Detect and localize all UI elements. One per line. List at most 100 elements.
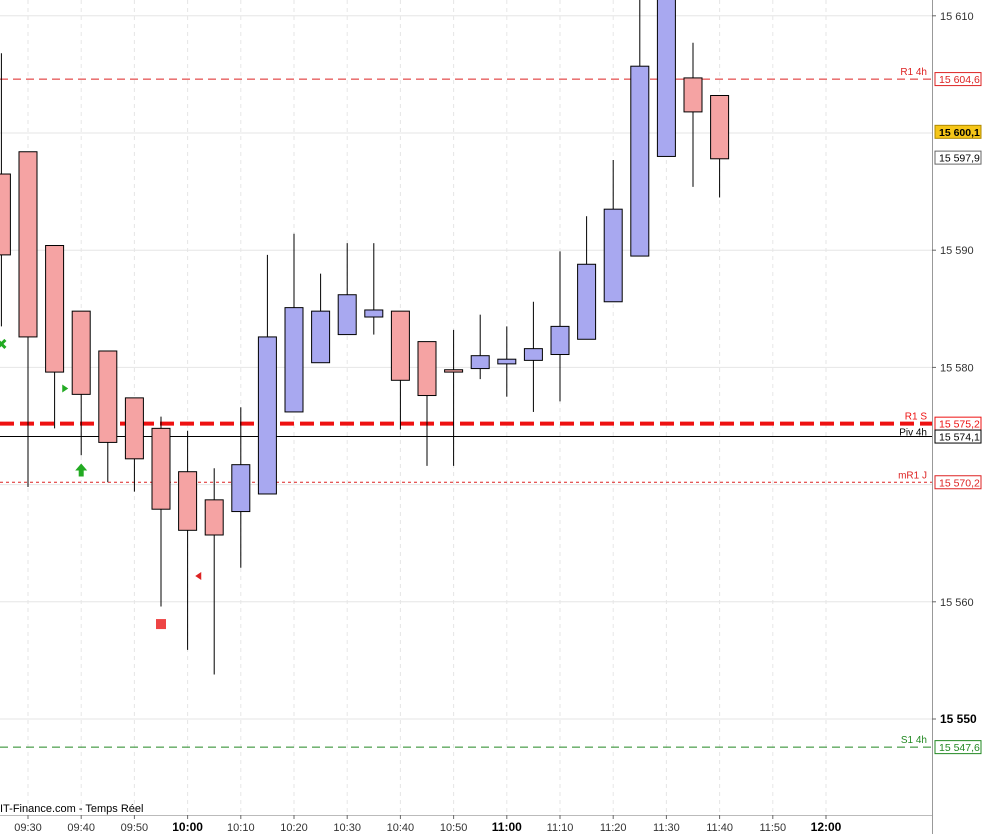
x-tick-label: 10:00 bbox=[172, 820, 203, 834]
signals bbox=[0, 338, 202, 630]
level-price-tag bbox=[934, 429, 982, 444]
candle-body-bear bbox=[178, 471, 198, 531]
candle bbox=[178, 430, 198, 650]
candle-body-bull bbox=[603, 208, 623, 303]
candle-body-bear bbox=[710, 94, 730, 160]
candle-body-bull bbox=[550, 325, 570, 356]
level-price-tag-text: 15 575,2 bbox=[939, 419, 980, 431]
candle-body-bear bbox=[71, 310, 91, 395]
x-tick-label: 11:40 bbox=[706, 822, 733, 834]
x-tick-label: 09:30 bbox=[14, 822, 42, 834]
candle-body-bull bbox=[470, 355, 490, 370]
x-tick-label: 11:30 bbox=[653, 822, 680, 834]
candle-body-bull bbox=[523, 348, 543, 361]
candle bbox=[417, 341, 437, 466]
candle bbox=[710, 94, 730, 198]
candle-body-bear bbox=[18, 151, 38, 338]
candle bbox=[45, 245, 65, 429]
triangle-right-icon bbox=[62, 384, 69, 393]
candle-body-bear bbox=[45, 245, 65, 373]
x-tick-label: 10:20 bbox=[280, 822, 308, 834]
level-name-label: S1 4h bbox=[901, 735, 927, 746]
buy-cross-icon bbox=[0, 338, 7, 350]
candle bbox=[550, 251, 570, 402]
candle-body-bull bbox=[497, 358, 517, 365]
candle-body-bear bbox=[390, 310, 410, 381]
candle bbox=[470, 314, 490, 380]
candle-body-bear bbox=[124, 397, 144, 460]
candle-body-bear bbox=[204, 499, 224, 536]
x-tick-label: 11:00 bbox=[492, 820, 522, 834]
triangle-left-icon bbox=[195, 572, 202, 581]
level-price-tag-text: 15 547,6 bbox=[939, 742, 980, 754]
candle-body-bear bbox=[0, 173, 11, 256]
y-tick-label: 15 610 bbox=[940, 11, 974, 23]
candle-body-bull bbox=[311, 310, 331, 364]
level-name-label: R1 4h bbox=[900, 67, 927, 78]
candle-body-bull bbox=[656, 0, 676, 157]
candle-body-bear bbox=[444, 369, 464, 373]
candle-body-bull bbox=[364, 309, 384, 318]
level-price-tag-text: 15 604,6 bbox=[939, 74, 980, 86]
candle bbox=[497, 326, 517, 397]
candle-body-bull bbox=[337, 294, 357, 336]
candle-body-bear bbox=[98, 350, 118, 443]
candle bbox=[0, 53, 11, 327]
y-tick-label: 15 550 bbox=[940, 712, 977, 726]
candle-body-bull bbox=[284, 307, 304, 413]
source-label: IT-Finance.com - Temps Réel bbox=[0, 803, 143, 815]
candle bbox=[124, 397, 144, 492]
level-price-tag bbox=[934, 740, 982, 755]
x-tick-label: 09:40 bbox=[67, 822, 95, 834]
candle bbox=[523, 301, 543, 412]
candle-body-bull bbox=[231, 464, 251, 513]
level-price-tag-text: 15 570,2 bbox=[939, 477, 980, 489]
x-tick-label: 10:10 bbox=[227, 822, 255, 834]
x-axis-ticks: 09:30 09:40 09:50 10:00 10:10 10:20 10:30 10:40… bbox=[14, 815, 842, 834]
y-tick-label: 15 590 bbox=[940, 245, 974, 257]
candle bbox=[257, 254, 277, 495]
last-price-tag bbox=[934, 124, 982, 139]
x-tick-label: 11:20 bbox=[600, 822, 627, 834]
x-tick-label: 10:40 bbox=[387, 822, 415, 834]
pivot-levels bbox=[0, 78, 932, 748]
y-tick-label: 15 580 bbox=[940, 362, 974, 374]
level-name-label: mR1 J bbox=[898, 470, 927, 481]
candle bbox=[18, 151, 38, 487]
candle bbox=[98, 350, 118, 483]
level-price-tag bbox=[934, 72, 982, 87]
x-tick-label: 10:50 bbox=[440, 822, 468, 834]
x-tick-label: 11:10 bbox=[547, 822, 574, 834]
price-tag bbox=[934, 150, 982, 165]
last-price-tag-text: 15 600,1 bbox=[939, 127, 980, 139]
level-name-label: Piv 4h bbox=[899, 428, 927, 439]
x-tick-label: 10:30 bbox=[333, 822, 361, 834]
candle bbox=[630, 0, 650, 257]
candle bbox=[71, 310, 91, 456]
candle bbox=[151, 416, 171, 607]
candle bbox=[603, 159, 623, 303]
candle bbox=[390, 310, 410, 430]
candle bbox=[577, 216, 597, 340]
y-tick-label: 15 560 bbox=[940, 597, 974, 609]
candle-body-bear bbox=[417, 341, 437, 397]
level-name-label: R1 S bbox=[905, 412, 928, 423]
candle-body-bull bbox=[577, 263, 597, 340]
candle-body-bear bbox=[151, 427, 171, 510]
candle-body-bull bbox=[257, 336, 277, 495]
candle bbox=[231, 407, 251, 568]
candle bbox=[444, 329, 464, 466]
sell-square-icon bbox=[156, 619, 166, 630]
x-tick-label: 11:50 bbox=[759, 822, 786, 834]
arrow-up-icon bbox=[75, 463, 88, 477]
level-price-tag-text: 15 574,1 bbox=[939, 432, 980, 444]
level-price-tag bbox=[934, 475, 982, 490]
candle bbox=[284, 233, 304, 413]
x-tick-label: 09:50 bbox=[121, 822, 149, 834]
candle bbox=[656, 0, 676, 157]
candle-body-bull bbox=[630, 65, 650, 257]
candle bbox=[337, 243, 357, 336]
candle bbox=[364, 243, 384, 335]
